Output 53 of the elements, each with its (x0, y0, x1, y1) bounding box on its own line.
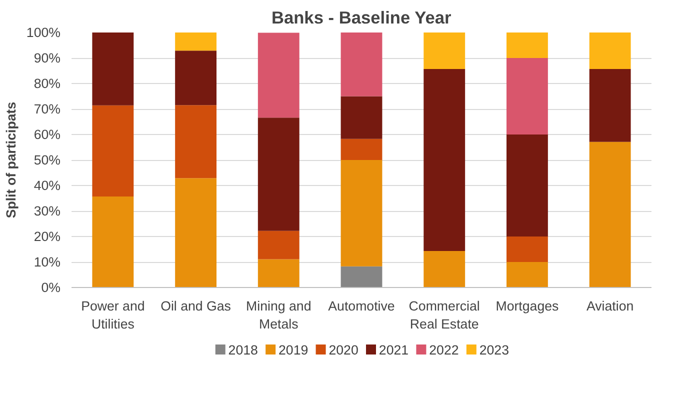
x-tick-label: Power and Utilities (81, 298, 145, 332)
legend-label: 2022 (429, 342, 459, 358)
bar (258, 32, 300, 118)
bar (258, 230, 300, 260)
y-tick-label: 70% (34, 102, 61, 116)
legend-label: 2021 (378, 342, 409, 358)
y-tick-label: 0% (41, 280, 61, 295)
bar (258, 259, 300, 288)
x-tick-label: Aviation (586, 298, 634, 314)
bar (506, 262, 548, 288)
y-tick-label: 40% (34, 178, 61, 193)
y-tick-label: 50% (34, 152, 61, 168)
bar (506, 32, 548, 58)
x-tick-label: Mortgages (496, 298, 560, 314)
chart-title: Banks - Baseline Year (271, 8, 452, 28)
legend-label: 2023 (479, 342, 510, 358)
bar (175, 105, 216, 178)
bar (92, 105, 134, 196)
bar (424, 68, 466, 252)
bar (589, 32, 631, 69)
y-tick-label: 30% (34, 204, 61, 218)
legend-label: 2020 (328, 342, 358, 358)
y-axis-title: Split of participats (3, 102, 18, 218)
bar (506, 236, 548, 262)
bar (340, 266, 382, 288)
bar (92, 196, 134, 288)
bar (340, 138, 382, 160)
bar (258, 118, 300, 231)
bar (92, 32, 134, 106)
bar (175, 50, 216, 106)
legend-label: 2019 (278, 342, 308, 358)
bar (424, 32, 466, 69)
y-tick-label: 10% (34, 254, 61, 270)
bar (424, 251, 466, 288)
bar (589, 68, 631, 142)
bar (506, 134, 548, 236)
y-tick-label: 20% (34, 229, 61, 244)
bar (506, 58, 548, 134)
y-tick-label: 60% (34, 127, 61, 142)
y-tick-label: 100% (26, 25, 61, 40)
y-tick-label: 80% (34, 76, 61, 91)
bar (175, 178, 216, 288)
x-tick-label: Mining and Metals (246, 298, 312, 332)
bar (340, 32, 382, 96)
y-tick-label: 90% (34, 50, 61, 66)
x-tick-label: Commercial Real Estate (408, 298, 480, 332)
x-tick-label: Automotive (328, 298, 395, 314)
x-tick-label: Oil and Gas (160, 298, 232, 314)
bar (340, 96, 382, 139)
bar (175, 32, 216, 51)
bar (589, 142, 631, 288)
legend-label: 2018 (228, 342, 258, 358)
bar (340, 160, 382, 266)
